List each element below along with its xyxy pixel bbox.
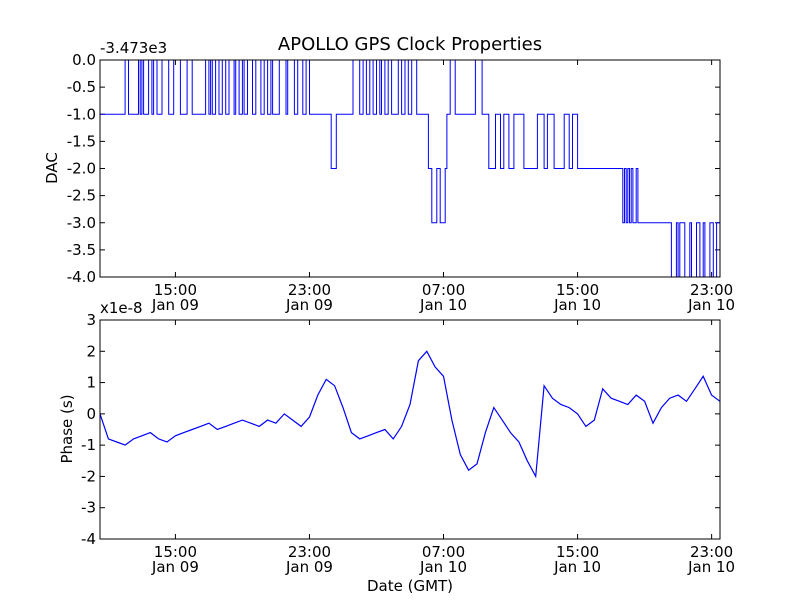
x-tick-time-label: 15:00	[556, 543, 599, 561]
y-tick-label: 1	[86, 374, 96, 392]
y-tick-label: -4.0	[67, 268, 96, 286]
y-tick-label: 0	[86, 405, 96, 423]
y-tick-label: -4	[81, 530, 96, 548]
x-tick-time-label: 23:00	[690, 543, 733, 561]
dac-axis-ticks: 0.0 -0.5 -1.0 -1.5 -2.0 -2.5 -3.0 -3.5 -4.0 15:00…	[67, 51, 735, 314]
y-tick-label: -3	[81, 499, 96, 517]
x-tick-time-label: 15:00	[154, 543, 197, 561]
chart-title: APOLLO GPS Clock Properties	[278, 34, 542, 55]
y-tick-label: -1.0	[67, 105, 96, 123]
dac-plot-frame	[99, 59, 721, 278]
x-tick-time-label: 07:00	[422, 281, 465, 299]
y-tick-label: -2.0	[67, 160, 96, 178]
y-tick-label: -3.0	[67, 214, 96, 232]
x-tick-date-label: Jan 09	[151, 296, 199, 314]
x-tick-date-label: Jan 10	[419, 296, 467, 314]
x-tick-date-label: Jan 10	[687, 558, 735, 576]
x-tick-time-label: 07:00	[422, 543, 465, 561]
x-tick-time-label: 15:00	[556, 281, 599, 299]
y-tick-label: 0.0	[72, 51, 96, 69]
y-tick-label: 3	[86, 311, 96, 329]
dac-y-axis-label: DAC	[43, 152, 61, 184]
y-tick-label: -2	[81, 467, 96, 485]
x-tick-date-label: Jan 10	[687, 296, 735, 314]
y-tick-label: -3.5	[67, 241, 96, 259]
x-tick-date-label: Jan 10	[419, 558, 467, 576]
x-axis-label: Date (GMT)	[367, 577, 453, 595]
x-tick-date-label: Jan 10	[553, 558, 601, 576]
series-line	[100, 59, 720, 278]
x-tick-date-label: Jan 09	[285, 558, 333, 576]
dac-offset-label: -3.473e3	[100, 39, 167, 57]
x-tick-time-label: 23:00	[690, 281, 733, 299]
phase-series	[99, 350, 721, 479]
phase-y-axis-label: Phase (s)	[58, 394, 76, 463]
x-tick-date-label: Jan 09	[151, 558, 199, 576]
y-tick-label: 2	[86, 342, 96, 360]
x-tick-date-label: Jan 09	[285, 296, 333, 314]
y-tick-label: -2.5	[67, 187, 96, 205]
phase-plot-frame	[99, 319, 721, 540]
phase-offset-label: x1e-8	[100, 299, 143, 317]
x-tick-time-label: 23:00	[288, 543, 331, 561]
dac-panel: -3.473e3 DAC 0.0 -0.5 -1.0 -1.5 -2.0 -2.5 -3.0…	[43, 39, 735, 314]
y-tick-label: -1	[81, 436, 96, 454]
y-tick-label: -1.5	[67, 132, 96, 150]
series-line	[99, 350, 721, 479]
x-tick-date-label: Jan 10	[553, 296, 601, 314]
x-tick-time-label: 23:00	[288, 281, 331, 299]
y-tick-label: -0.5	[67, 78, 96, 96]
dac-series	[100, 59, 720, 278]
x-tick-time-label: 15:00	[154, 281, 197, 299]
